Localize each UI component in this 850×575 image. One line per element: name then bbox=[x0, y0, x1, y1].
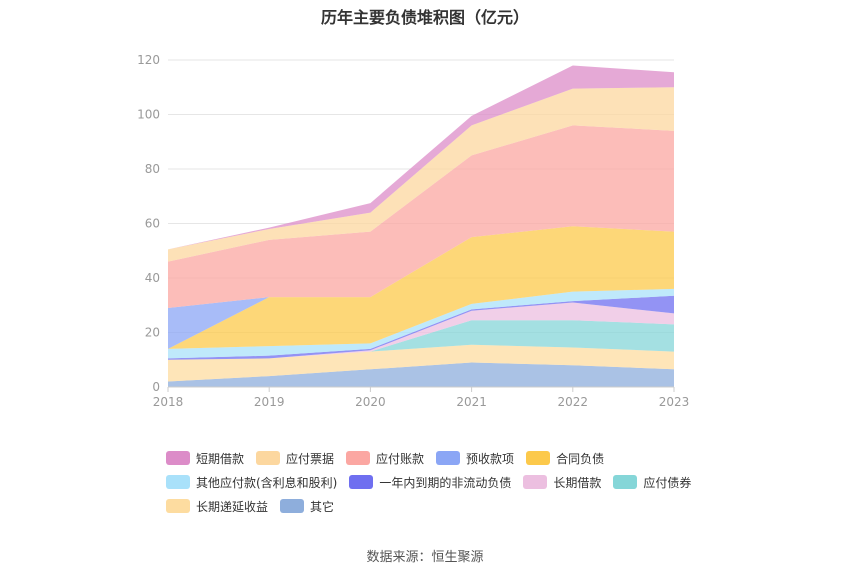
y-tick-label: 60 bbox=[145, 217, 160, 231]
area-series bbox=[168, 344, 674, 382]
legend-swatch bbox=[523, 475, 548, 489]
legend-label: 长期借款 bbox=[553, 475, 602, 490]
legend-label: 其它 bbox=[310, 499, 335, 514]
x-tick-label: 2020 bbox=[355, 395, 386, 409]
legend-swatch bbox=[166, 451, 190, 465]
area-series bbox=[168, 125, 674, 308]
y-tick-label: 120 bbox=[137, 53, 160, 67]
legend-label: 应付账款 bbox=[376, 451, 425, 466]
legend-swatch bbox=[256, 451, 281, 465]
legend-item[interactable]: 长期借款 bbox=[523, 474, 601, 490]
legend-swatch bbox=[166, 499, 190, 513]
legend-swatch bbox=[613, 475, 638, 489]
area-series bbox=[168, 320, 674, 360]
y-tick-label: 100 bbox=[137, 108, 160, 122]
legend-swatch bbox=[526, 451, 551, 465]
legend-label: 合同负债 bbox=[556, 451, 605, 466]
area-series bbox=[168, 295, 674, 360]
area-series bbox=[168, 87, 674, 262]
legend-item[interactable]: 合同负债 bbox=[526, 450, 604, 466]
legend-label: 应付票据 bbox=[286, 451, 335, 466]
x-tick-label: 2021 bbox=[456, 395, 487, 409]
legend-swatch bbox=[280, 499, 305, 513]
legend-label: 短期借款 bbox=[196, 451, 245, 466]
legend-label: 其他应付款(含利息和股利) bbox=[196, 475, 338, 490]
x-tick-label: 2023 bbox=[659, 395, 690, 409]
y-tick-label: 0 bbox=[152, 380, 160, 394]
legend-label: 应付债券 bbox=[643, 475, 692, 490]
area-series bbox=[168, 65, 674, 250]
stacked-area-chart: 0 20 40 60 80 100 120 2018 2019 2020 2021 2022 2023 bbox=[137, 53, 689, 409]
y-tick-label: 20 bbox=[145, 326, 160, 340]
y-tick-label: 80 bbox=[145, 162, 160, 176]
legend-item[interactable]: 短期借款 bbox=[166, 450, 244, 466]
legend-label: 预收款项 bbox=[466, 451, 515, 466]
legend-swatch bbox=[346, 451, 371, 465]
area-series bbox=[168, 226, 674, 349]
legend-item[interactable]: 长期递延收益 bbox=[166, 498, 268, 514]
legend-label: 长期递延收益 bbox=[196, 499, 269, 514]
area-series bbox=[168, 288, 674, 359]
x-tick-label: 2022 bbox=[558, 395, 589, 409]
chart-title: 历年主要负债堆积图（亿元） bbox=[320, 8, 529, 27]
area-series bbox=[168, 362, 674, 387]
legend: 短期借款 应付票据 应付账款 预收款项 合同负债其他应付款(含利息和股利) 一年内到期的非… bbox=[166, 450, 766, 514]
legend-swatch bbox=[166, 475, 190, 489]
legend-item[interactable]: 预收款项 bbox=[436, 450, 514, 466]
legend-item[interactable]: 其它 bbox=[280, 498, 334, 514]
area-layer bbox=[168, 65, 674, 387]
legend-item[interactable]: 应付债券 bbox=[613, 474, 691, 490]
legend-swatch bbox=[436, 451, 461, 465]
x-tick-label: 2019 bbox=[254, 395, 285, 409]
x-tick-label: 2018 bbox=[153, 395, 184, 409]
legend-item[interactable]: 应付票据 bbox=[256, 450, 334, 466]
legend-label: 一年内到期的非流动负债 bbox=[379, 475, 512, 490]
area-series bbox=[168, 302, 674, 360]
data-source: 数据来源：恒生聚源 bbox=[366, 550, 484, 565]
legend-item[interactable]: 一年内到期的非流动负债 bbox=[349, 474, 511, 490]
y-tick-label: 40 bbox=[145, 271, 160, 285]
legend-item[interactable]: 应付账款 bbox=[346, 450, 424, 466]
legend-item[interactable]: 其他应付款(含利息和股利) bbox=[166, 474, 337, 490]
axis-layer: 0 20 40 60 80 100 120 2018 2019 2020 2021 2022 2023 bbox=[137, 53, 689, 409]
legend-swatch bbox=[349, 475, 374, 489]
